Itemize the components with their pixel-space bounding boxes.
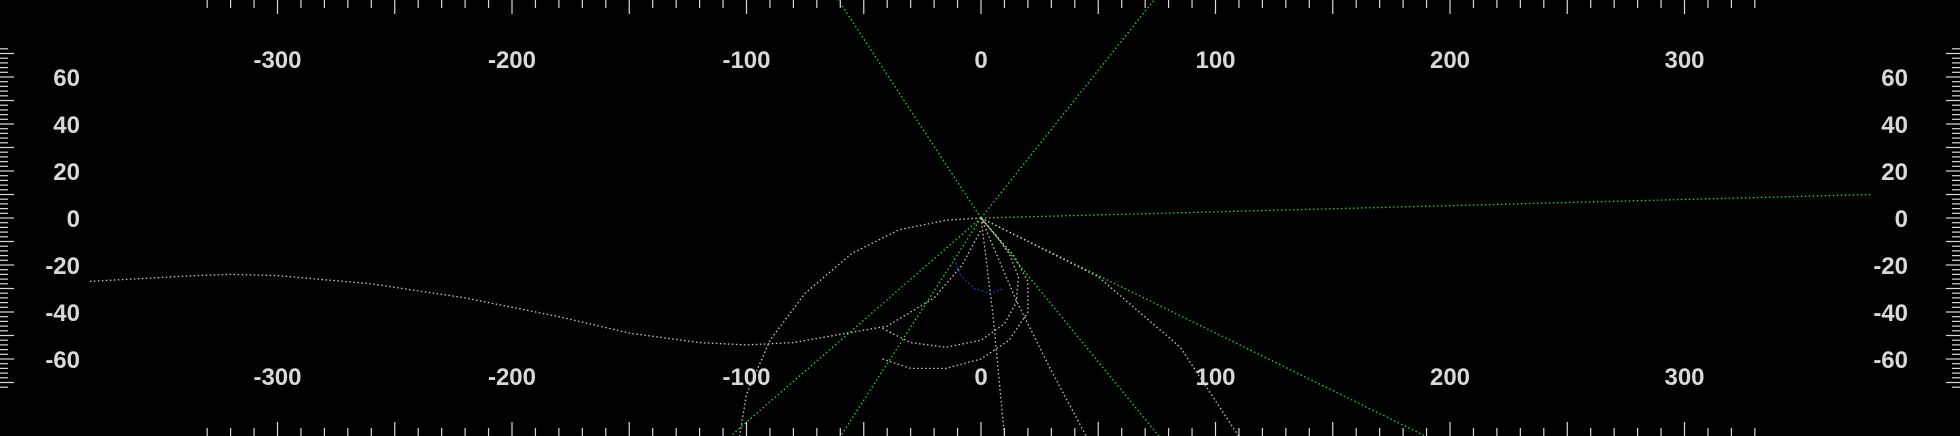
y-tick-label-right: 20 bbox=[1881, 159, 1908, 186]
x-tick-label-top: 300 bbox=[1664, 47, 1704, 74]
white-curve-1 bbox=[89, 229, 982, 346]
y-tick-label-left: -40 bbox=[45, 300, 80, 327]
y-tick-label-left: 60 bbox=[53, 65, 80, 92]
green-ray-3 bbox=[980, 193, 1873, 219]
y-tick-label-right: 0 bbox=[1895, 206, 1908, 233]
green-ray-5 bbox=[839, 217, 982, 436]
white-curves bbox=[89, 217, 1240, 436]
green-rays bbox=[729, 0, 1873, 436]
green-ray-4 bbox=[729, 217, 982, 436]
x-tick-label-top: 100 bbox=[1195, 47, 1235, 74]
white-curve-4 bbox=[882, 217, 1029, 370]
y-tick-label-left: -60 bbox=[45, 347, 80, 374]
x-tick-label-top: 0 bbox=[974, 47, 987, 74]
white-curve-5 bbox=[980, 217, 1006, 436]
y-tick-label-right: -60 bbox=[1873, 347, 1908, 374]
white-curve-3 bbox=[882, 217, 1020, 348]
x-tick-label-bottom: -100 bbox=[722, 364, 770, 391]
y-tick-label-right: -40 bbox=[1873, 300, 1908, 327]
y-tick-label-left: 40 bbox=[53, 112, 80, 139]
x-tick-label-bottom: -300 bbox=[253, 364, 301, 391]
x-tick-label-top: -200 bbox=[488, 47, 536, 74]
x-tick-label-bottom: 200 bbox=[1430, 364, 1470, 391]
x-tick-label-bottom: 100 bbox=[1195, 364, 1235, 391]
y-tick-label-left: -20 bbox=[45, 253, 80, 280]
y-tick-label-right: 60 bbox=[1881, 65, 1908, 92]
y-tick-label-left: 0 bbox=[67, 206, 80, 233]
x-tick-label-top: -300 bbox=[253, 47, 301, 74]
green-ray-6 bbox=[980, 217, 1160, 436]
y-tick-label-right: 40 bbox=[1881, 112, 1908, 139]
blue-curve-1 bbox=[952, 255, 1005, 294]
green-ray-7 bbox=[980, 217, 1427, 436]
green-ray-2 bbox=[980, 0, 1155, 219]
x-tick-label-top: -100 bbox=[722, 47, 770, 74]
y-tick-label-left: 20 bbox=[53, 159, 80, 186]
x-tick-label-top: 200 bbox=[1430, 47, 1470, 74]
green-ray-1 bbox=[837, 0, 982, 219]
y-tick-label-right: -20 bbox=[1873, 253, 1908, 280]
white-curve-7 bbox=[980, 217, 1240, 436]
x-tick-label-bottom: -200 bbox=[488, 364, 536, 391]
tick-labels: -300-300-200-200-100-1000010010020020030… bbox=[45, 47, 1908, 391]
x-tick-label-bottom: 0 bbox=[974, 364, 987, 391]
blue-curves bbox=[952, 255, 1005, 294]
x-tick-label-bottom: 300 bbox=[1664, 364, 1704, 391]
white-curve-6 bbox=[980, 217, 1087, 436]
white-curve-2 bbox=[738, 217, 982, 436]
